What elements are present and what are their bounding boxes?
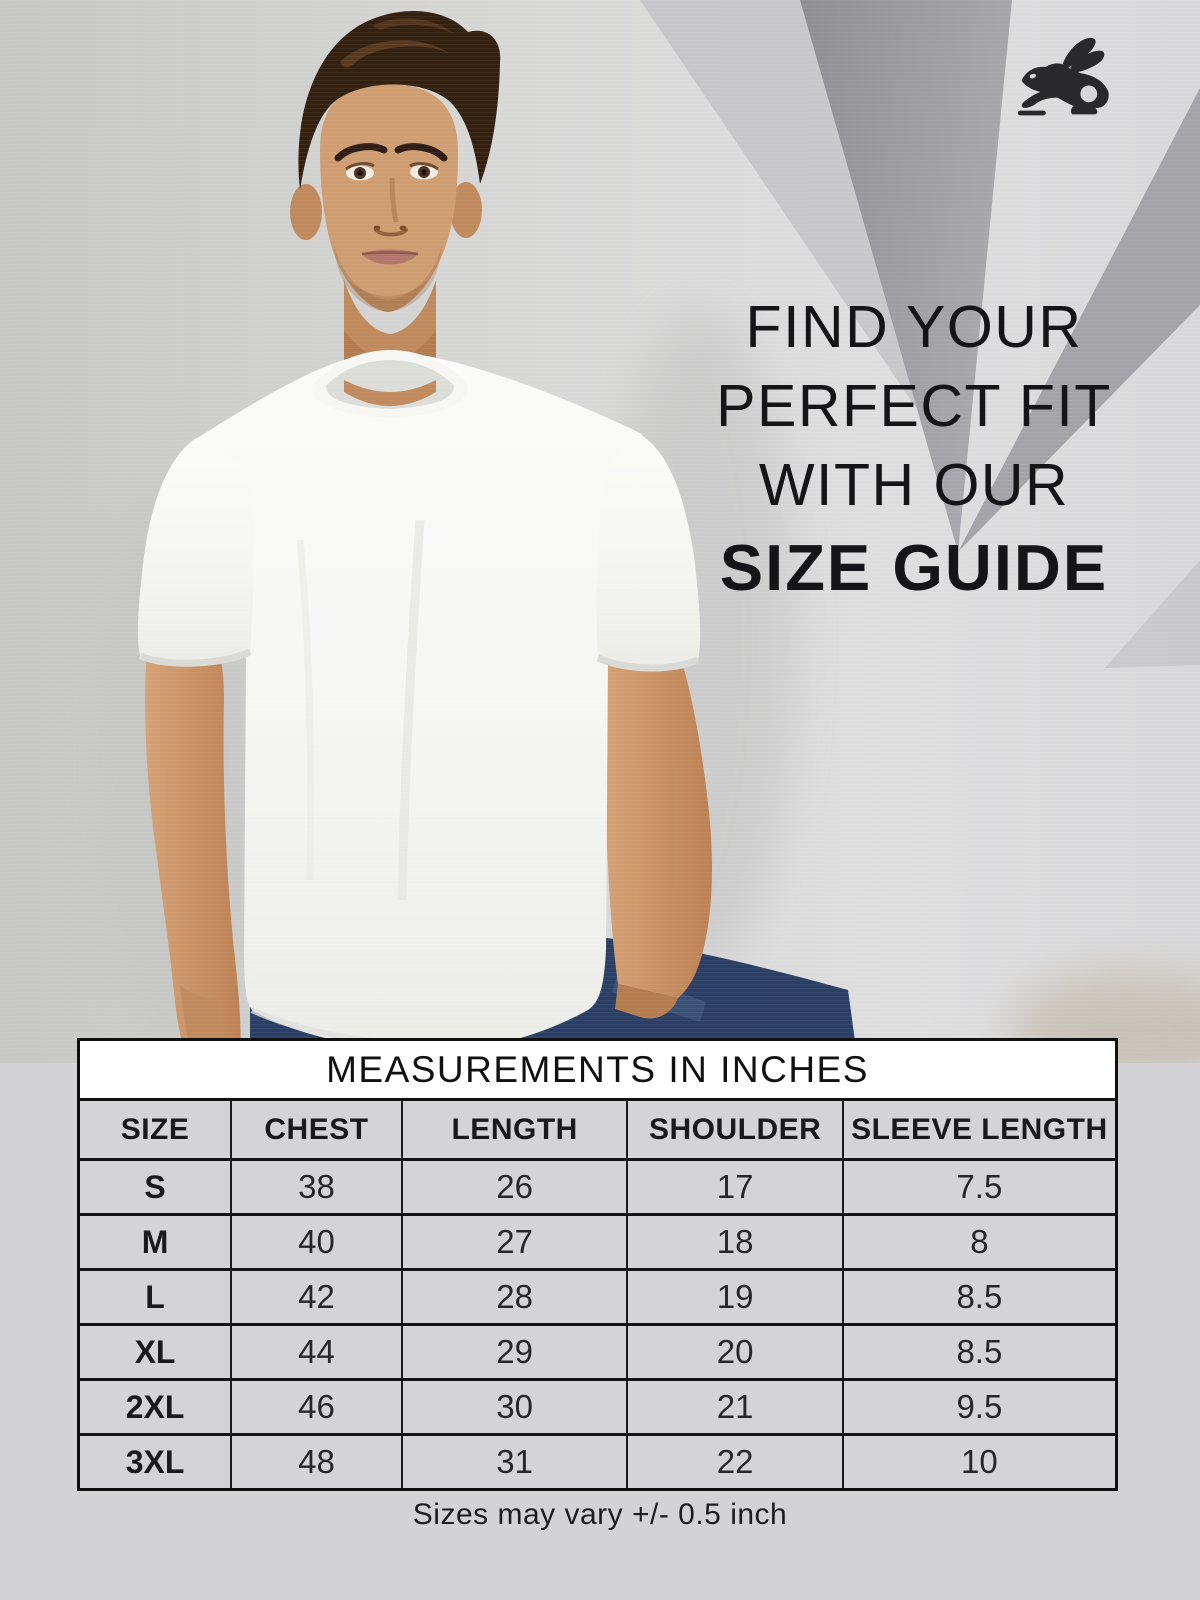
size-label: XL xyxy=(134,1333,176,1370)
size-label: L xyxy=(145,1278,165,1315)
shoulder-value: 22 xyxy=(626,1436,841,1488)
column-header-shoulder: SHOULDER xyxy=(626,1101,841,1158)
backdrop-shadow-wedge xyxy=(640,0,948,455)
model-figure xyxy=(137,10,858,1063)
white-tshirt xyxy=(194,352,642,1052)
chest-value: 46 xyxy=(230,1381,401,1433)
length-value: 30 xyxy=(400,1381,627,1433)
sleeve-length-value: 8 xyxy=(841,1216,1115,1268)
size-label: M xyxy=(141,1223,169,1260)
sleeve-length-value: 9.5 xyxy=(841,1381,1115,1433)
length-value: 28 xyxy=(400,1271,627,1323)
headline: FIND YOUR PERFECT FIT WITH OUR SIZE GUID… xyxy=(618,288,1200,611)
backdrop-reflection xyxy=(1105,560,1200,668)
tshirt-right-sleeve xyxy=(596,434,701,669)
size-label: 3XL xyxy=(125,1443,185,1480)
length-value: 31 xyxy=(400,1436,627,1488)
backdrop-v-right-stroke xyxy=(958,88,1200,552)
model-photo-illustration xyxy=(0,0,1200,1063)
sleeve-length-value: 8.5 xyxy=(841,1326,1115,1378)
model-ear-right xyxy=(450,182,482,238)
size-label: S xyxy=(144,1168,166,1205)
column-header-size: SIZE xyxy=(120,1112,190,1146)
table-title: MEASUREMENTS IN INCHES xyxy=(80,1041,1115,1101)
length-value: 29 xyxy=(400,1326,627,1378)
column-header-sleeve-length: SLEEVE LENGTH xyxy=(841,1101,1115,1158)
shoulder-value: 18 xyxy=(626,1216,841,1268)
table-row-m: M 40 27 18 8 xyxy=(80,1213,1115,1268)
shoulder-value: 20 xyxy=(626,1326,841,1378)
column-header-length: LENGTH xyxy=(400,1101,627,1158)
headline-line-3: WITH OUR xyxy=(758,452,1070,518)
hero-photo-section: FIND YOUR PERFECT FIT WITH OUR SIZE GUID… xyxy=(0,0,1200,1063)
model-face xyxy=(320,84,458,312)
backdrop-v-left-stroke xyxy=(800,0,1012,552)
chest-value: 48 xyxy=(230,1436,401,1488)
headline-emphasis: SIZE GUIDE xyxy=(719,531,1109,604)
headline-line-2: PERFECT FIT xyxy=(716,373,1112,439)
table-row-l: L 42 28 19 8.5 xyxy=(80,1268,1115,1323)
sleeve-length-value: 8.5 xyxy=(841,1271,1115,1323)
chest-value: 38 xyxy=(230,1161,401,1213)
size-guide-table: MEASUREMENTS IN INCHES SIZE CHEST LENGTH… xyxy=(77,1038,1118,1491)
tshirt-left-sleeve xyxy=(137,438,254,664)
model-right-arm xyxy=(600,650,712,998)
column-header-chest: CHEST xyxy=(230,1101,401,1158)
size-label: 2XL xyxy=(125,1388,185,1425)
sleeve-length-value: 10 xyxy=(841,1436,1115,1488)
chest-value: 44 xyxy=(230,1326,401,1378)
sleeve-length-value: 7.5 xyxy=(841,1161,1115,1213)
length-value: 27 xyxy=(400,1216,627,1268)
table-header-row: SIZE CHEST LENGTH SHOULDER SLEEVE LENGTH xyxy=(80,1101,1115,1158)
model-left-arm xyxy=(145,640,241,1063)
size-variance-note: Sizes may vary +/- 0.5 inch xyxy=(412,1498,788,1531)
length-value: 26 xyxy=(400,1161,627,1213)
shoulder-value: 21 xyxy=(626,1381,841,1433)
model-ear-left xyxy=(290,184,322,240)
table-row-2xl: 2XL 46 30 21 9.5 xyxy=(80,1378,1115,1433)
chest-value: 40 xyxy=(230,1216,401,1268)
shoulder-value: 19 xyxy=(626,1271,841,1323)
brand-logo rabbit-icon xyxy=(1017,37,1109,116)
chest-value: 42 xyxy=(230,1271,401,1323)
table-row-s: S 38 26 17 7.5 xyxy=(80,1158,1115,1213)
table-row-xl: XL 44 29 20 8.5 xyxy=(80,1323,1115,1378)
headline-line-1: FIND YOUR xyxy=(745,294,1083,360)
table-row-3xl: 3XL 48 31 22 10 xyxy=(80,1433,1115,1488)
shoulder-value: 17 xyxy=(626,1161,841,1213)
